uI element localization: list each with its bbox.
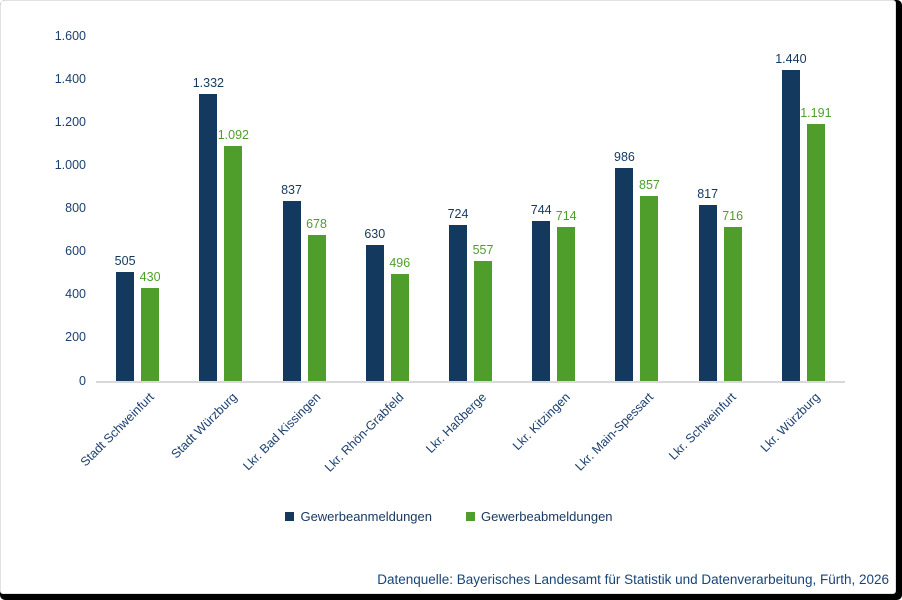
legend: Gewerbeanmeldungen Gewerbeabmeldungen: [1, 509, 897, 524]
bar-value-label: 817: [697, 187, 719, 201]
bar-value-label: 837: [281, 183, 302, 197]
bar-value-label: 505: [114, 254, 136, 268]
bar-abmeldungen: [307, 235, 326, 381]
x-category-label: Stadt Würzburg: [168, 390, 240, 462]
bar-value-label: 724: [447, 207, 469, 221]
bar-value-label: 496: [389, 256, 411, 270]
bar-abmeldungen: [806, 124, 825, 381]
y-tick-label: 1.200: [54, 114, 86, 129]
bar-value-label: 557: [472, 243, 494, 257]
y-tick-label: 1.000: [54, 157, 86, 172]
x-category-label: Lkr. Rhön-Grabfeld: [321, 390, 407, 475]
x-category-label: Stadt Schweinfurt: [77, 390, 157, 470]
legend-item: Gewerbeanmeldungen: [285, 509, 432, 524]
bar-value-label: 716: [722, 209, 744, 223]
bar-anmeldungen: [615, 168, 634, 381]
y-tick-label: 0: [79, 373, 86, 388]
bar-value-label: 678: [306, 217, 327, 231]
x-category-label: Lkr. Bad Kissingen: [239, 390, 323, 474]
bar-value-label: 714: [555, 209, 577, 223]
x-category-label: Lkr. Schweinfurt: [666, 390, 740, 463]
x-category-label: Lkr. Würzburg: [757, 390, 823, 455]
bar-abmeldungen: [224, 146, 243, 381]
y-tick-label: 200: [65, 330, 86, 345]
bar-abmeldungen: [557, 227, 576, 381]
legend-label: Gewerbeanmeldungen: [300, 509, 432, 524]
bar-abmeldungen: [474, 261, 492, 381]
y-tick-label: 1.400: [54, 71, 86, 86]
bar-value-label: 630: [364, 227, 386, 241]
x-axis-line: [96, 381, 845, 383]
bar-anmeldungen: [698, 205, 717, 381]
y-tick-label: 1.600: [54, 28, 86, 43]
bar-value-label: 986: [614, 150, 635, 164]
source-note: Datenquelle: Bayerisches Landesamt für S…: [377, 572, 889, 587]
bar-abmeldungen: [141, 288, 160, 381]
legend-label: Gewerbeabmeldungen: [481, 509, 613, 524]
bar-anmeldungen: [781, 70, 800, 381]
bar-anmeldungen: [365, 245, 384, 381]
bar-anmeldungen: [449, 225, 467, 381]
bar-abmeldungen: [390, 274, 409, 381]
legend-swatch-icon: [285, 512, 295, 521]
bar-value-label: 857: [639, 178, 660, 192]
bar-value-label: 1.440: [775, 52, 807, 66]
bar-abmeldungen: [640, 196, 659, 381]
y-tick-label: 600: [65, 244, 86, 259]
bar-anmeldungen: [532, 221, 551, 381]
y-tick-label: 800: [65, 201, 86, 215]
bar-value-label: 1.191: [800, 106, 832, 120]
bar-value-label: 1.092: [217, 128, 249, 142]
bar-value-label: 430: [139, 270, 161, 284]
bar-anmeldungen: [116, 272, 135, 381]
x-category-label: Lkr. Main-Spessart: [572, 390, 656, 474]
bar-abmeldungen: [723, 227, 742, 381]
x-category-label: Lkr. Kitzingen: [509, 390, 573, 453]
x-category-label: Lkr. Haßberge: [423, 390, 490, 456]
legend-item: Gewerbeabmeldungen: [466, 509, 613, 524]
bar-anmeldungen: [199, 94, 218, 381]
legend-swatch-icon: [466, 512, 475, 521]
y-tick-label: 400: [65, 287, 86, 302]
bar-value-label: 1.332: [192, 76, 224, 90]
bar-value-label: 744: [530, 203, 552, 217]
bar-anmeldungen: [282, 201, 301, 381]
